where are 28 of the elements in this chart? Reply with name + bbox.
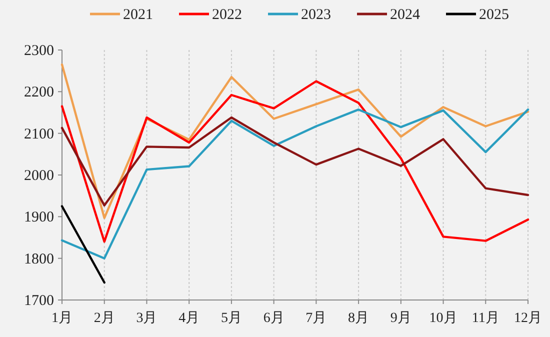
line-series (60, 63, 530, 220)
x-tick-label: 7月 (306, 311, 327, 326)
legend-label: 2025 (479, 7, 509, 23)
line-series (60, 108, 530, 260)
line-series (60, 116, 530, 207)
x-tick-label: 4月 (178, 311, 200, 326)
x-tick-label: 12月 (514, 311, 542, 326)
x-tick-label: 3月 (136, 311, 158, 326)
x-tick-label: 2月 (94, 311, 115, 326)
y-tick-label: 2000 (24, 168, 54, 184)
x-tick-label: 11月 (472, 311, 500, 326)
x-tick-label: 5月 (220, 311, 242, 326)
y-tick-label: 1700 (24, 293, 54, 309)
y-tick-label: 1900 (24, 210, 54, 226)
legend-label: 2024 (390, 7, 420, 23)
legend-label: 2023 (301, 7, 331, 23)
legend-label: 2022 (212, 7, 242, 23)
legend-label: 2021 (123, 7, 153, 23)
y-tick-label: 1800 (24, 251, 54, 268)
x-tick-label: 8月 (348, 311, 370, 326)
y-tick-label: 2100 (24, 126, 54, 142)
x-tick-label: 6月 (263, 311, 284, 326)
x-tick-label: 9月 (390, 311, 412, 326)
x-tick-label: 10月 (429, 311, 458, 326)
y-tick-label: 2300 (24, 43, 54, 59)
y-tick-label: 2200 (24, 84, 54, 101)
line-series (60, 80, 530, 243)
x-tick-label: 1月 (52, 311, 72, 326)
